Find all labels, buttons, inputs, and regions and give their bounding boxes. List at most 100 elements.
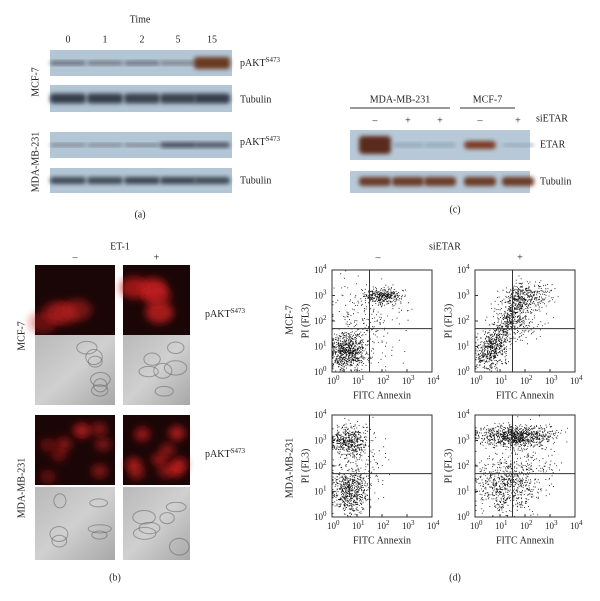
cell-outline: [159, 512, 175, 525]
row-label: MDA-MB-231: [16, 458, 27, 519]
x-tick-label-base: 10: [570, 376, 580, 386]
y-tick-label-sup: 0: [323, 365, 327, 373]
x-tick-label-sup: 0: [336, 519, 340, 527]
dic-image: [35, 335, 115, 405]
blot-band: [502, 177, 534, 186]
y-tick-label: 102: [457, 459, 470, 471]
x-tick-label-sup: 1: [361, 519, 365, 527]
y-tick-label-base: 10: [457, 367, 467, 377]
y-tick-label-base: 10: [457, 512, 467, 522]
y-tick-label-base: 10: [314, 265, 324, 275]
y-tick-label-sup: 4: [466, 408, 470, 416]
x-tick-label-sup: 4: [579, 519, 583, 527]
y-tick-label-base: 10: [314, 436, 324, 446]
x-tick-label-base: 10: [352, 376, 362, 386]
x-tick-label-base: 10: [545, 376, 555, 386]
y-tick-label: 104: [457, 408, 470, 420]
y-axis-label: PI (FL3): [443, 304, 454, 339]
x-tick-label-sup: 3: [411, 519, 415, 527]
cell-signal: [151, 452, 168, 467]
x-tick-label-base: 10: [327, 521, 337, 531]
x-tick-label-base: 10: [470, 521, 480, 531]
lane-label: 5: [176, 34, 181, 45]
x-tick-label: 101: [495, 519, 508, 531]
blot-label: pAKTS473: [240, 56, 280, 70]
y-tick-label: 103: [457, 288, 470, 300]
cell-outline: [138, 365, 159, 378]
cell-outline: [143, 352, 161, 366]
column-sign: +: [154, 252, 160, 263]
cell-signal: [51, 447, 68, 462]
cell-signal: [171, 457, 188, 472]
blot-band: [87, 143, 123, 147]
lane-label: 0: [66, 34, 71, 45]
y-tick-label-sup: 2: [323, 314, 327, 322]
x-tick-label-sup: 1: [361, 374, 365, 382]
x-tick-label-sup: 3: [554, 519, 558, 527]
y-tick-label-base: 10: [457, 436, 467, 446]
x-tick-label-sup: 4: [436, 519, 440, 527]
blot-band: [124, 93, 160, 104]
panel-a-title: Time: [130, 14, 151, 25]
blot-band: [160, 61, 196, 65]
x-tick-label-sup: 0: [479, 519, 483, 527]
cell-outline: [93, 378, 108, 393]
blot-band: [124, 177, 160, 184]
x-axis-label: FITC Annexin: [353, 535, 411, 546]
caption: (d): [449, 572, 461, 583]
x-tick-label-sup: 2: [529, 374, 533, 382]
x-tick-label-sup: 4: [436, 374, 440, 382]
x-axis-label: FITC Annexin: [496, 390, 554, 401]
x-tick-label: 102: [520, 374, 533, 386]
blot-band: [50, 61, 86, 65]
x-tick-label-sup: 2: [529, 519, 533, 527]
cell-signal: [119, 276, 148, 299]
cell-outline: [169, 537, 190, 556]
x-tick-label-base: 10: [520, 521, 530, 531]
x-tick-label: 104: [570, 519, 583, 531]
x-tick-label-base: 10: [545, 521, 555, 531]
x-tick-label: 101: [495, 374, 508, 386]
x-tick-label: 100: [470, 374, 483, 386]
stain-label-sup: S473: [231, 307, 246, 315]
x-tick-label-sup: 0: [479, 374, 483, 382]
cell-signal: [39, 469, 56, 484]
blot-band: [194, 142, 230, 148]
stain-label: pAKTS473: [205, 447, 245, 461]
caption: (b): [109, 572, 121, 583]
x-tick-label-base: 10: [495, 376, 505, 386]
x-tick-label-base: 10: [427, 376, 437, 386]
blot-band: [424, 177, 456, 186]
x-tick-label-sup: 1: [504, 374, 508, 382]
x-tick-label-base: 10: [402, 376, 412, 386]
blot-band: [392, 177, 424, 186]
group-label: MDA-MB-231: [370, 94, 431, 105]
lane-label: 2: [140, 34, 145, 45]
blot-band: [50, 177, 86, 184]
blot-label-base: pAKT: [240, 58, 266, 69]
event-dots: [332, 416, 390, 518]
x-tick-label-base: 10: [427, 521, 437, 531]
y-tick-label: 101: [314, 339, 327, 351]
y-tick-label-sup: 4: [323, 263, 327, 271]
event-dots: [475, 415, 568, 518]
blot-band: [160, 142, 196, 148]
x-tick-label: 100: [327, 519, 340, 531]
y-tick-label-base: 10: [314, 291, 324, 301]
y-tick-label-sup: 3: [466, 288, 470, 296]
blot-band: [160, 177, 196, 184]
cell-signal: [128, 465, 145, 480]
stain-label-base: pAKT: [205, 449, 231, 460]
panel-d-title: siETAR: [429, 241, 461, 252]
x-tick-label-base: 10: [377, 521, 387, 531]
lane-sign: +: [437, 115, 443, 126]
y-tick-label-sup: 4: [466, 263, 470, 271]
blot-label-sup: S473: [266, 56, 281, 64]
cell-signal: [145, 301, 174, 324]
blot-band: [424, 143, 456, 147]
x-tick-label-base: 10: [470, 376, 480, 386]
row-label: MCF-7: [30, 67, 41, 96]
x-tick-label: 104: [427, 519, 440, 531]
y-tick-label-sup: 4: [323, 408, 327, 416]
y-tick-label-base: 10: [457, 291, 467, 301]
